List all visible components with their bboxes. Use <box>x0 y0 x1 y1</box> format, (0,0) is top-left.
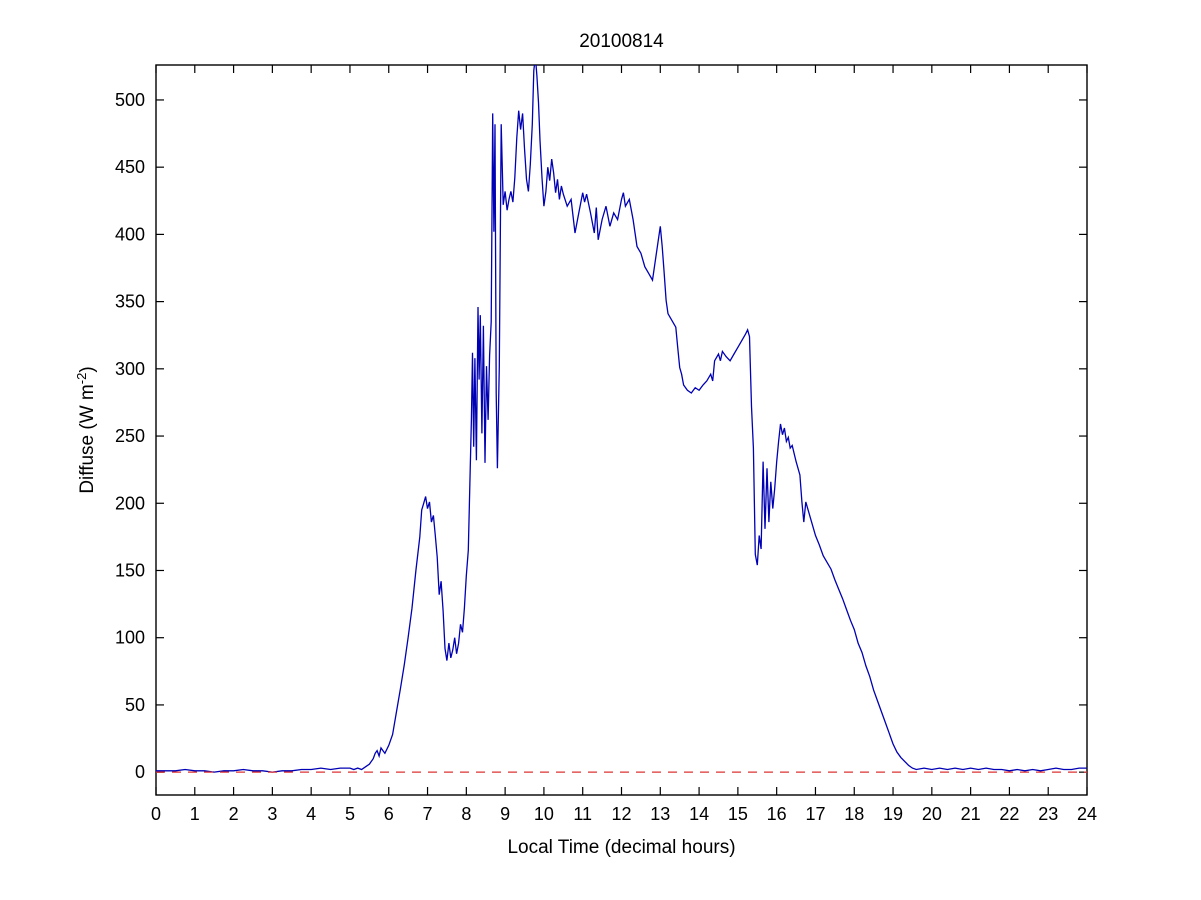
y-tick-label: 250 <box>115 426 145 446</box>
x-tick-label: 21 <box>961 804 981 824</box>
y-tick-label: 450 <box>115 157 145 177</box>
x-tick-label: 1 <box>190 804 200 824</box>
x-tick-label: 2 <box>229 804 239 824</box>
y-tick-label: 150 <box>115 560 145 580</box>
x-tick-label: 13 <box>650 804 670 824</box>
x-tick-label: 6 <box>384 804 394 824</box>
y-axis-label-suffix: ) <box>77 366 98 372</box>
y-axis-label-superscript: -2 <box>74 373 89 385</box>
y-tick-label: 200 <box>115 493 145 513</box>
y-tick-label: 0 <box>135 762 145 782</box>
x-tick-label: 10 <box>534 804 554 824</box>
x-tick-label: 15 <box>728 804 748 824</box>
x-tick-label: 22 <box>999 804 1019 824</box>
x-tick-label: 19 <box>883 804 903 824</box>
x-tick-label: 24 <box>1077 804 1097 824</box>
y-tick-label: 50 <box>125 695 145 715</box>
y-axis-label: Diffuse (W m-2) <box>74 366 98 493</box>
x-tick-label: 11 <box>573 804 592 824</box>
y-tick-label: 100 <box>115 628 145 648</box>
x-axis-label: Local Time (decimal hours) <box>507 837 735 858</box>
x-tick-label: 3 <box>267 804 277 824</box>
x-tick-label: 17 <box>805 804 825 824</box>
y-tick-label: 400 <box>115 224 145 244</box>
x-tick-label: 18 <box>844 804 864 824</box>
x-tick-label: 20 <box>922 804 942 824</box>
axes-box <box>155 64 1088 796</box>
x-tick-label: 12 <box>611 804 631 824</box>
x-tick-label: 5 <box>345 804 355 824</box>
x-tick-label: 14 <box>689 804 709 824</box>
x-tick-label: 16 <box>767 804 787 824</box>
y-tick-label: 500 <box>115 90 145 110</box>
x-tick-label: 4 <box>306 804 316 824</box>
x-tick-label: 23 <box>1038 804 1058 824</box>
x-tick-label: 7 <box>423 804 433 824</box>
chart-title: 20100814 <box>579 31 664 52</box>
x-tick-label: 0 <box>151 804 161 824</box>
axes-layer: 0 1 2 3 4 5 6 7 8 9 10 11 12 13 14 15 16 17 18 19 20 21 22 23 24… <box>115 64 1097 824</box>
diffuse-line <box>156 65 1087 773</box>
y-tick-label: 300 <box>115 359 145 379</box>
x-tick-label: 8 <box>461 804 471 824</box>
x-tick-label: 9 <box>500 804 510 824</box>
series-layer <box>156 65 1087 773</box>
y-tick-label: 350 <box>115 292 145 312</box>
y-axis-label-text: Diffuse (W m <box>77 384 98 493</box>
